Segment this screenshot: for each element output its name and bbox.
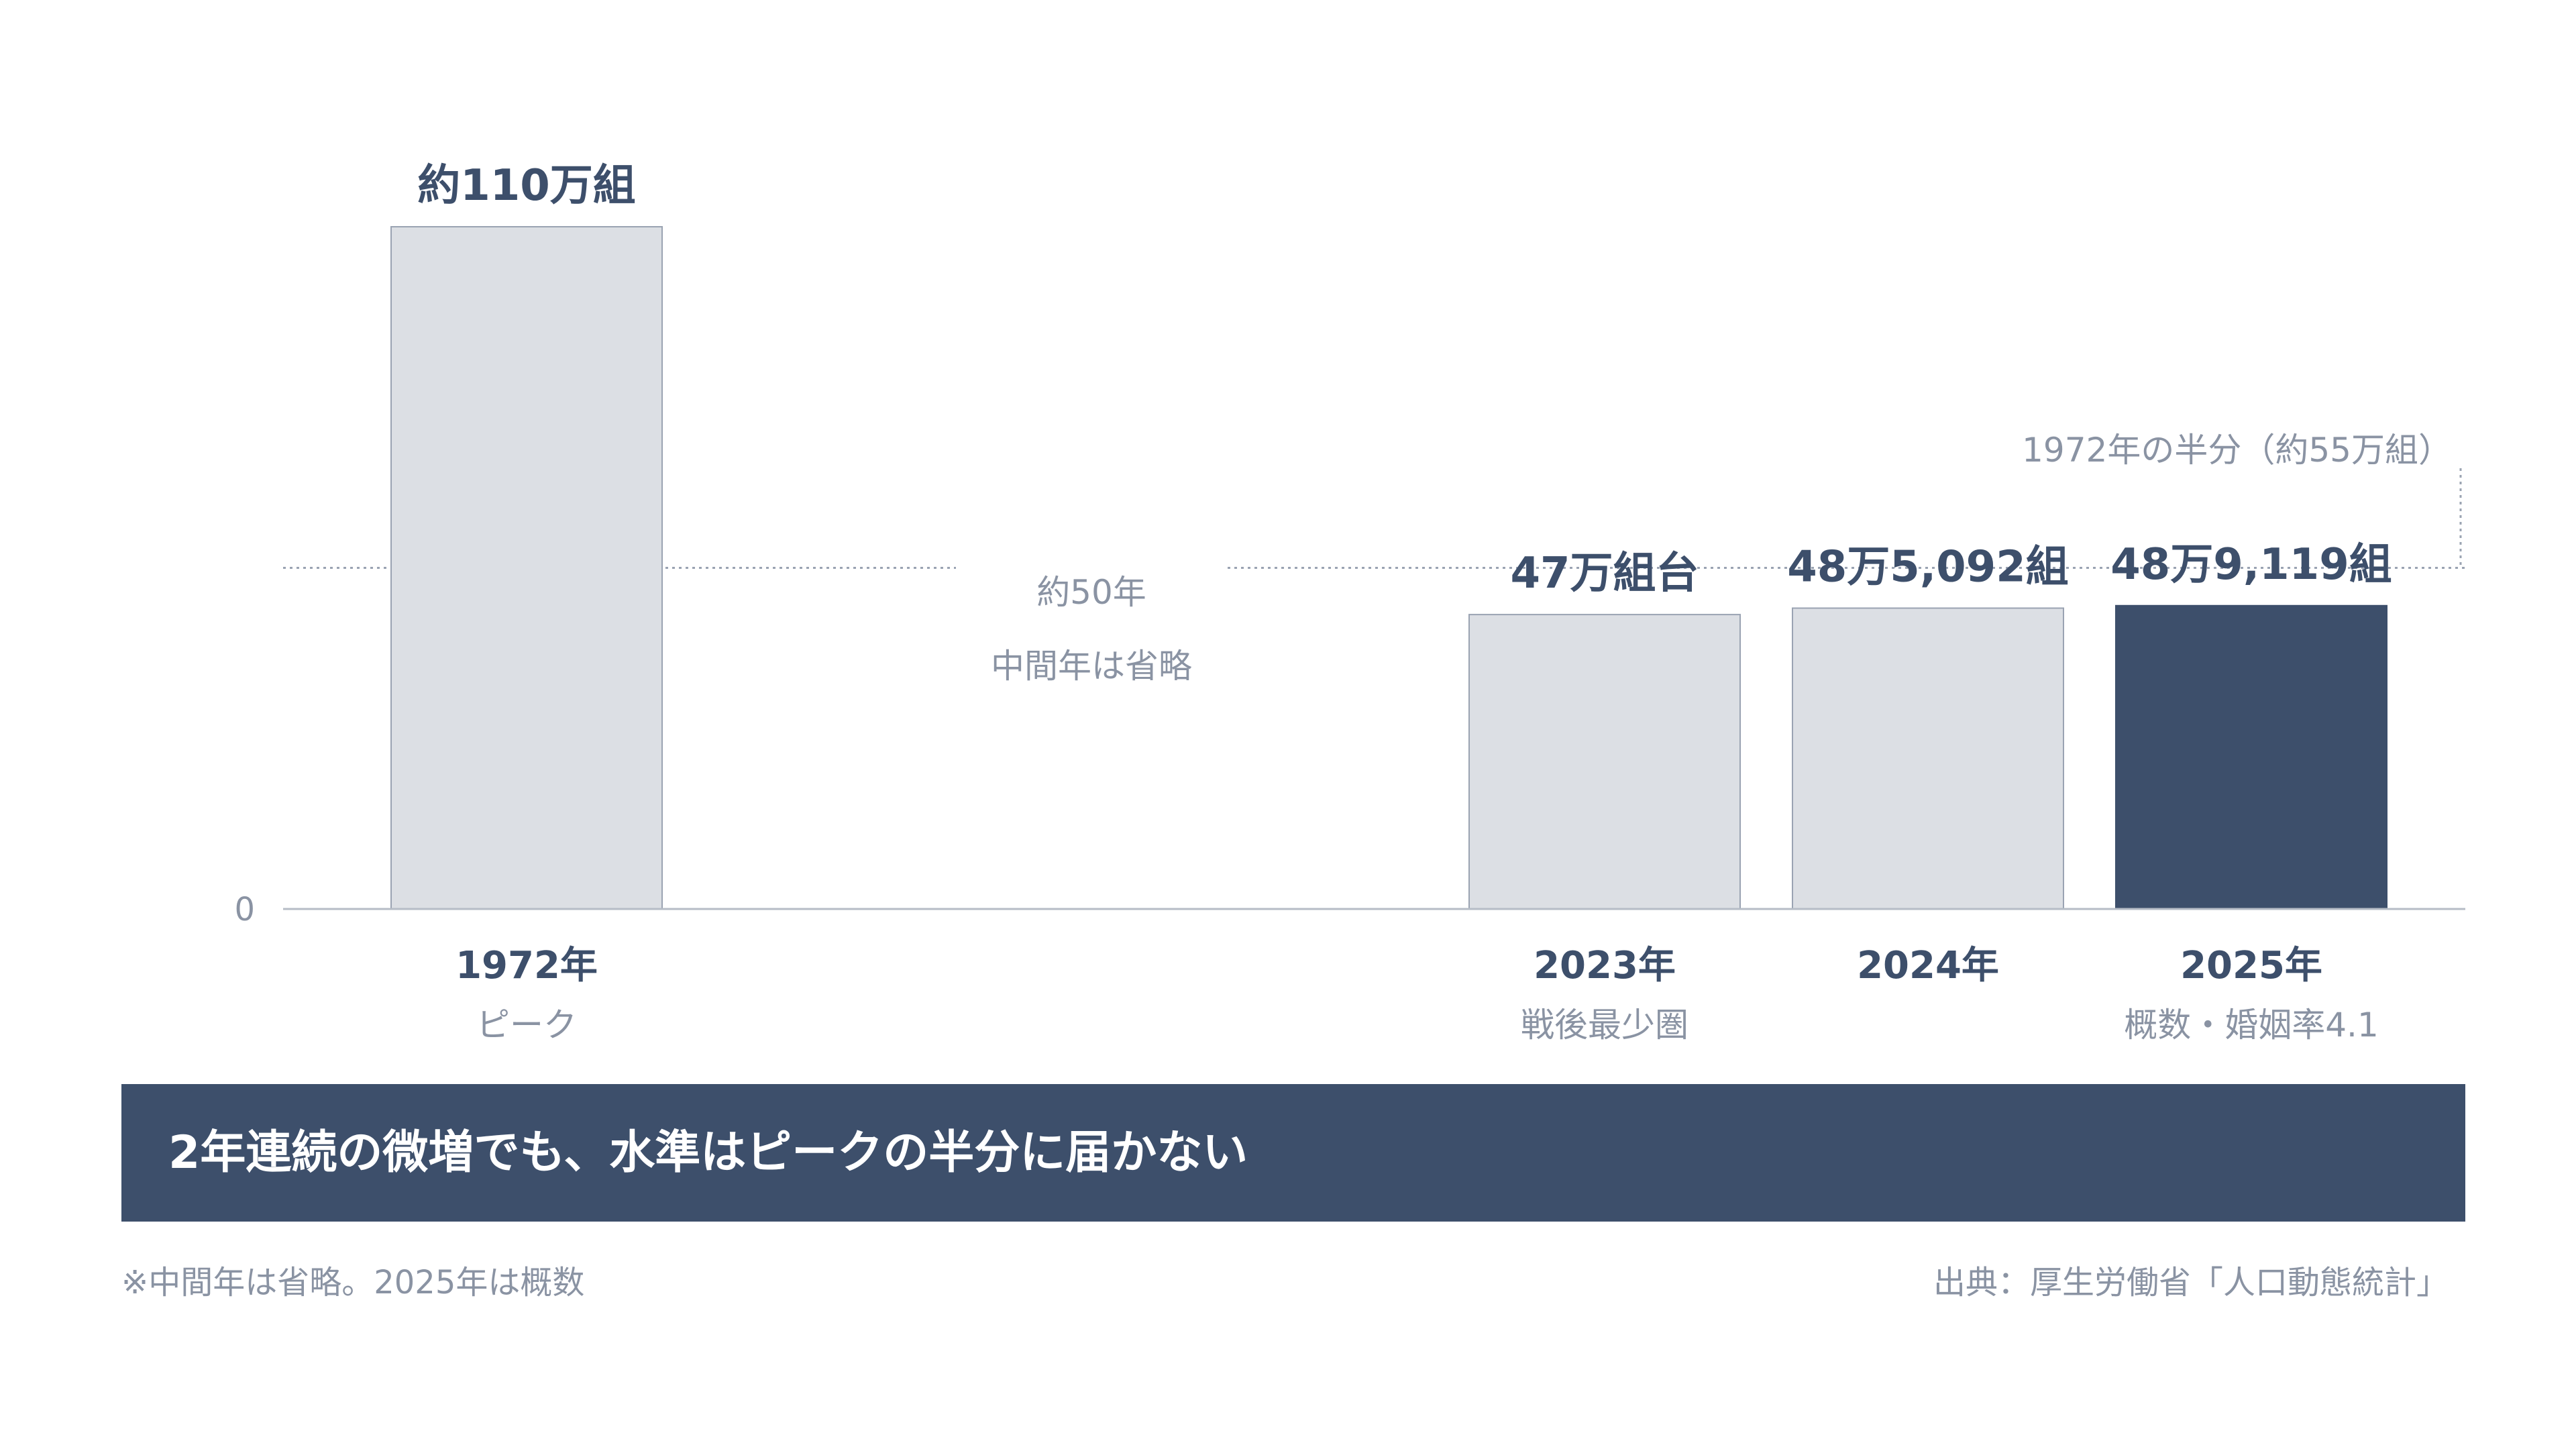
gap-note-years: 約50年 bbox=[1036, 573, 1146, 612]
bar-value-label-2: 48万5,092組 bbox=[1787, 543, 2069, 592]
y-tick-label-0: 0 bbox=[234, 891, 255, 928]
reference-line-label: 1972年の半分（約55万組） bbox=[2022, 431, 2452, 470]
headline-text: 2年連続の微増でも、水準はピークの半分に届かない bbox=[168, 1126, 1248, 1179]
bar-0 bbox=[390, 226, 663, 910]
footnote: ※中間年は省略。2025年は概数 bbox=[121, 1264, 585, 1301]
bar-2 bbox=[1792, 607, 2064, 910]
source-citation: 出典：厚生労働省「人口動態統計」 bbox=[1933, 1264, 2449, 1301]
x-tick-label-2: 2024年 bbox=[1857, 944, 1999, 987]
x-sublabel-1: 戦後最少圏 bbox=[1521, 1006, 1688, 1044]
headline-banner: 2年連続の微増でも、水準はピークの半分に届かない bbox=[121, 1084, 2465, 1222]
x-sublabel-3: 概数・婚姻率4.1 bbox=[2124, 1006, 2379, 1044]
bar-value-label-0: 約110万組 bbox=[417, 161, 636, 211]
bar-1 bbox=[1468, 614, 1741, 910]
gap-note-omitted: 中間年は省略 bbox=[991, 647, 1192, 686]
x-sublabel-0: ピーク bbox=[476, 1006, 577, 1044]
bar-value-label-1: 47万組台 bbox=[1510, 549, 1699, 598]
x-tick-label-1: 2023年 bbox=[1534, 944, 1676, 987]
bar-value-label-3: 48万9,119組 bbox=[2110, 540, 2392, 590]
x-tick-label-0: 1972年 bbox=[455, 944, 598, 987]
x-tick-label-3: 2025年 bbox=[2180, 944, 2322, 987]
bar-3 bbox=[2115, 604, 2387, 910]
